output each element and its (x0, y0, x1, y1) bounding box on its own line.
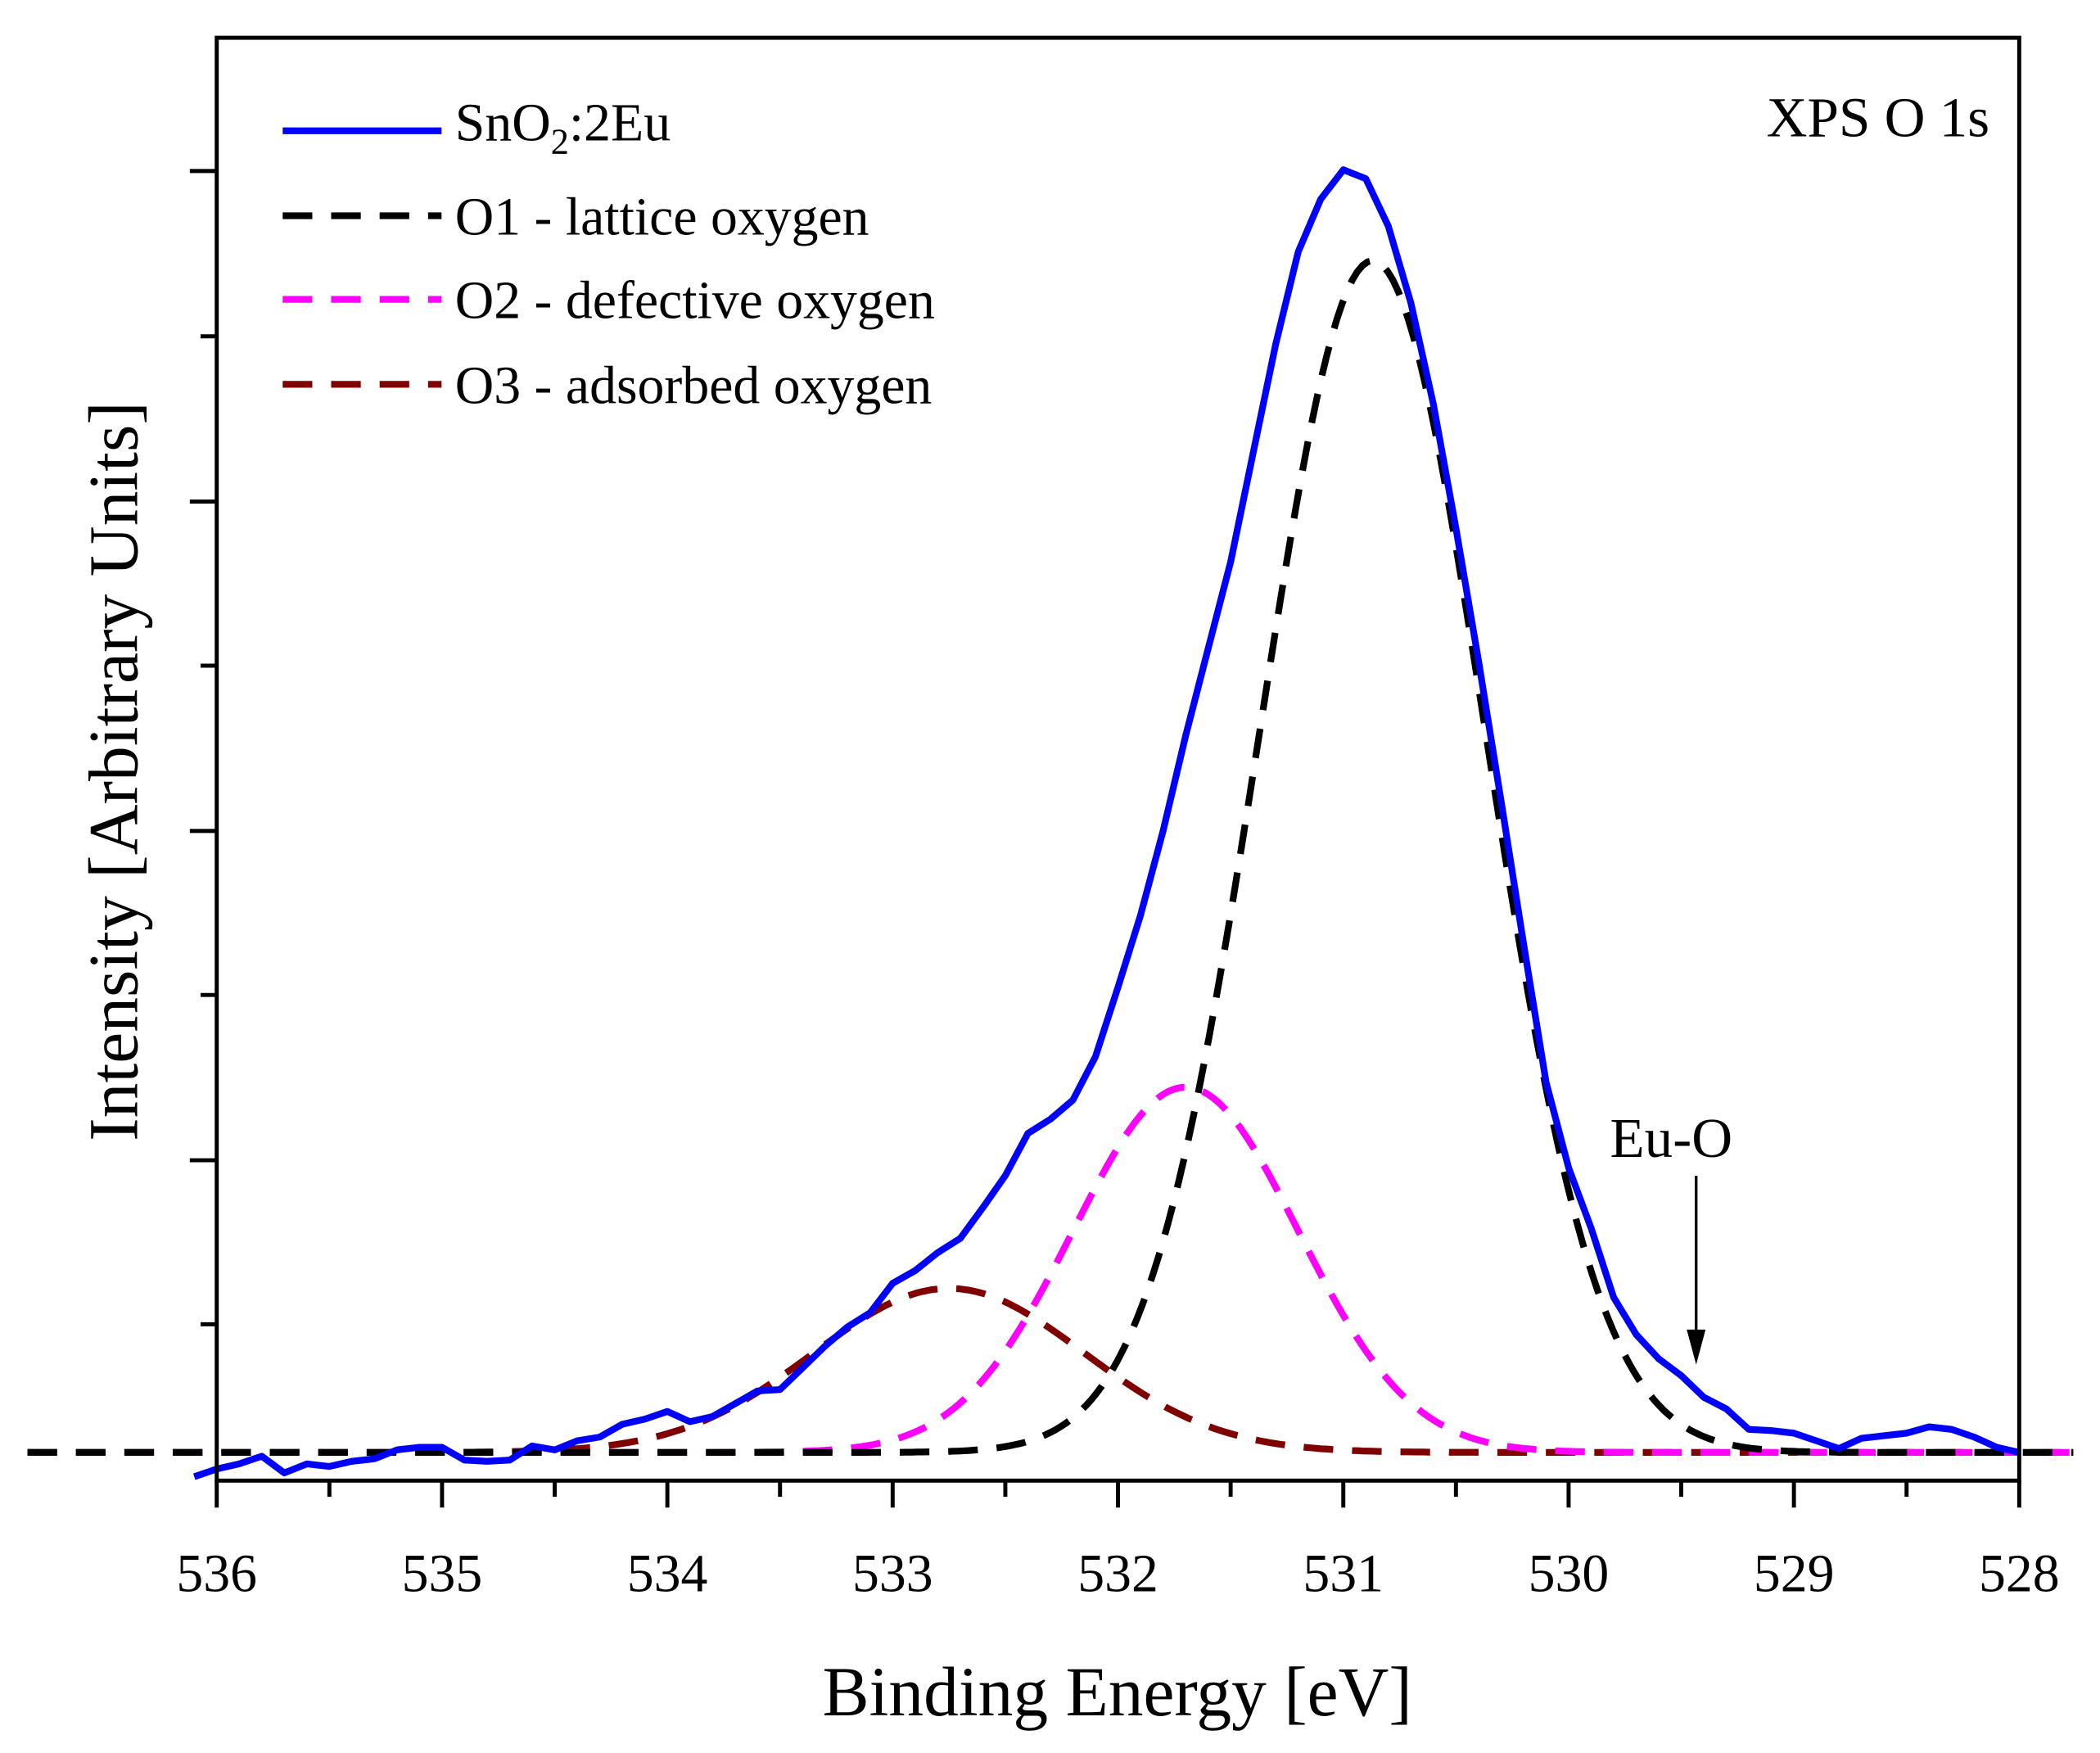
legend-label-o3: O3 - adsorbed oxygen (455, 355, 933, 415)
x-tick-label-535: 535 (402, 1543, 483, 1603)
plot-frame (215, 35, 2021, 1483)
x-tick-label-534: 534 (627, 1543, 708, 1603)
legend-item-o3: O3 - adsorbed oxygen (282, 355, 932, 415)
annotation-label: Eu-O (1610, 1106, 1733, 1169)
y-axis-label: Intensity [Arbitrary Units] (75, 401, 153, 1141)
data-line-sno2-2eu (192, 166, 2021, 1480)
legend-label-o1: O1 - lattice oxygen (455, 187, 869, 247)
legend-label-o2: O2 - defective oxygen (455, 271, 935, 331)
legend-item-o1: O1 - lattice oxygen (282, 187, 869, 247)
x-tick-label-536: 536 (176, 1543, 257, 1603)
legend: SnO2:2Eu O1 - lattice oxygen O2 - defect… (282, 93, 935, 415)
fit-curve-o1 (27, 257, 2074, 1457)
arrowhead-icon (1687, 1329, 1706, 1365)
x-tick-labels: 536 535 534 533 532 531 530 529 528 (176, 1543, 2059, 1603)
fit-curve-o2 (27, 1083, 2074, 1457)
fit-curves (27, 257, 2074, 1457)
legend-label-sno2: SnO2:2Eu (455, 93, 671, 162)
x-tick-label-532: 532 (1077, 1543, 1158, 1603)
legend-item-o2: O2 - defective oxygen (282, 271, 935, 331)
axis-ticks (189, 169, 2021, 1508)
x-axis-label: Binding Energy [eV] (823, 1653, 1412, 1731)
data-series (192, 166, 2021, 1480)
x-tick-label-533: 533 (852, 1543, 933, 1603)
x-tick-label-530: 530 (1529, 1543, 1610, 1603)
x-tick-label-528: 528 (1979, 1543, 2060, 1603)
x-tick-label-529: 529 (1754, 1543, 1835, 1603)
annotation-eu-o: Eu-O (1610, 1106, 1733, 1365)
x-tick-label-531: 531 (1303, 1543, 1384, 1603)
legend-item-sno2: SnO2:2Eu (282, 93, 671, 162)
chart-title: XPS O 1s (1767, 85, 1989, 148)
